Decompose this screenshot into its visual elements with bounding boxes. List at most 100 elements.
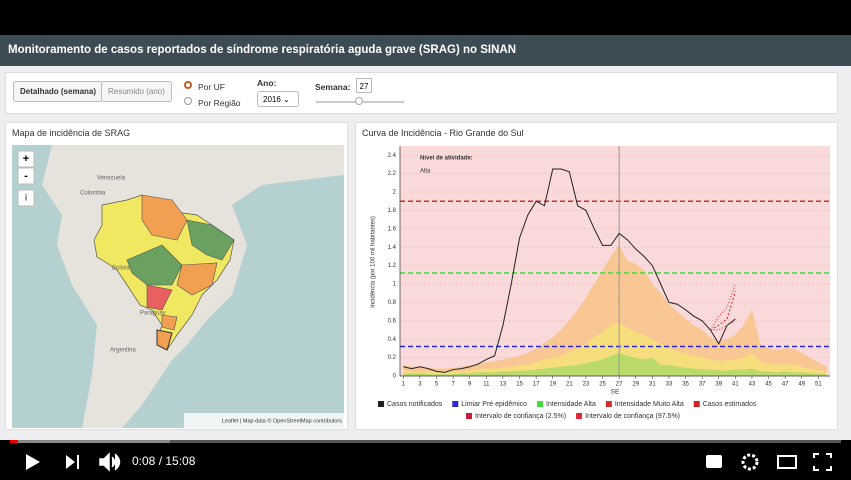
legend-swatch [466,413,472,419]
state [161,314,178,331]
map-panel: Mapa de incidência de SRAG + - i Venezue… [5,122,348,430]
x-tick-label: 33 [666,382,673,388]
legend-label: Casos estimados [703,401,757,408]
legend-swatch [378,401,384,407]
y-tick-label: 1.4 [388,245,397,251]
x-tick-label: 21 [566,382,573,388]
year-label: Ano: [257,78,277,88]
detail-button[interactable]: Detalhado (semana) [13,81,104,102]
week-slider-handle[interactable] [355,97,363,105]
x-tick-label: 27 [616,382,623,388]
x-tick-label: 45 [765,382,772,388]
theater-button[interactable] [777,455,797,469]
year-select[interactable]: 2016 ⌄ [257,91,299,107]
annotation-value: Alta [420,169,431,175]
y-tick-label: 0.2 [388,355,397,361]
map-label: Argentina [110,348,136,354]
radio-region-label: Por Região [198,98,241,108]
y-axis-label: Incidência (por 100 mil habitantes) [371,216,377,308]
state-rs [156,329,173,351]
fullscreen-button[interactable] [813,453,832,471]
state [176,262,218,296]
settings-button[interactable] [741,453,759,471]
buffer [10,440,170,443]
x-tick-label: 39 [715,382,722,388]
series-line [710,291,736,331]
y-tick-label: 1.6 [388,226,397,232]
x-tick-label: 11 [483,382,490,388]
zoom-in-label: + [23,153,29,165]
controls-panel: Detalhado (semana) Resumido (ano) Por UF… [5,72,838,114]
summary-button[interactable]: Resumido (ano) [101,81,172,102]
zoom-out[interactable] [17,167,35,185]
y-tick-label: 0.6 [388,318,397,324]
x-tick-label: 31 [649,382,656,388]
y-tick-label: 1.2 [388,263,397,269]
week-input[interactable]: 27 [356,78,372,93]
state [141,194,188,241]
map-label: Venezuela [97,176,126,182]
state [186,219,235,261]
x-tick-label: 51 [815,382,822,388]
legend-label: Limiar Pré epidêmico [461,401,527,408]
legend-label: Intensidade Alta [546,401,596,408]
player-controls: 0:08 / 15:08 [26,452,832,472]
week-label: Semana: [315,82,351,92]
x-tick-label: 1 [402,382,406,388]
map-label: Bolivia [112,266,130,272]
legend-swatch [537,401,544,407]
y-tick-label: 1 [393,282,397,288]
volume-button[interactable] [99,452,121,472]
x-tick-label: 41 [732,382,739,388]
header-title: Monitoramento de casos reportados de sín… [0,35,851,66]
zoom-in[interactable] [17,150,35,168]
legend-label: Intervalo de confiança (2.5%) [475,413,566,420]
x-tick-label: 7 [451,382,455,388]
legend-swatch [576,413,583,419]
x-tick-label: 47 [782,382,789,388]
y-tick-label: 1.8 [388,208,397,214]
time: 0:08 / 15:08 [132,454,196,468]
map-title: Mapa de incidência de SRAG [12,128,131,138]
info-label: i [25,192,27,202]
chart: Incidência (por 100 mil habitantes) SE N… [371,146,830,420]
map-label: Paraguay [140,311,166,317]
x-tick-label: 3 [418,382,422,388]
legend-swatch [452,401,459,407]
y-tick-label: 2.2 [388,171,397,177]
x-tick-label: 15 [516,382,523,388]
x-tick-label: 49 [798,382,805,388]
legend-label: Intensidade Muito Alta [615,401,684,408]
legend-label: Intervalo de confiança (97.5%) [585,413,680,420]
y-tick-label: 0.4 [388,337,397,343]
progress [10,440,18,443]
radio-uf-label: Por UF [198,82,225,92]
player-bar: 0:08 / 15:08 [0,440,851,480]
series-line [403,168,736,373]
radio-region[interactable] [184,97,192,105]
map-label: Colombia [80,191,106,197]
state [146,284,173,311]
subtitles-button[interactable] [706,455,722,468]
progress-track[interactable] [10,440,841,443]
x-tick-label: 29 [632,382,639,388]
radio-uf[interactable] [184,81,192,89]
legend-label: Casos notificados [387,401,443,408]
x-tick-label: 37 [699,382,706,388]
x-tick-label: 43 [749,382,756,388]
chart-title: Curva de Incidência - Rio Grande do Sul [362,128,524,138]
x-tick-label: 13 [500,382,507,388]
next-button[interactable] [66,455,79,469]
map[interactable]: + - i Venezuela Colombia Bolivia Paragua… [12,145,344,428]
legend-swatch [693,401,700,407]
info-button[interactable] [17,189,35,207]
x-tick-label: 23 [583,382,590,388]
x-axis-label: SE [611,389,620,396]
state [126,244,183,286]
year-value: 2016 [263,95,281,104]
x-tick-label: 25 [599,382,606,388]
y-tick-label: 2 [393,190,397,196]
legend-swatch [605,401,612,407]
play-button[interactable] [26,454,40,470]
